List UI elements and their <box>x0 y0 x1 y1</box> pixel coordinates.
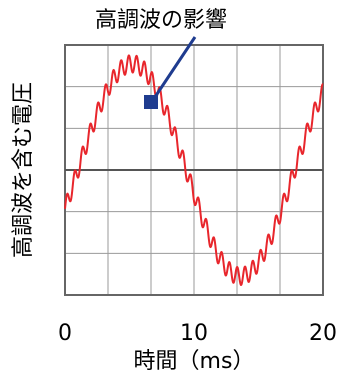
y-axis-title: 高調波を含む電圧 <box>11 82 36 258</box>
series-line-voltage <box>64 54 324 286</box>
x-axis-title: 時間（ms） <box>134 349 255 374</box>
x-tick-label-20: 20 <box>309 321 337 346</box>
annotation-label: 高調波の影響 <box>95 8 227 33</box>
annotation-arrow-head <box>144 95 158 109</box>
x-tick-label-0: 0 <box>58 321 72 346</box>
annotation-arrow <box>151 36 197 101</box>
x-tick-label-10: 10 <box>180 321 208 346</box>
